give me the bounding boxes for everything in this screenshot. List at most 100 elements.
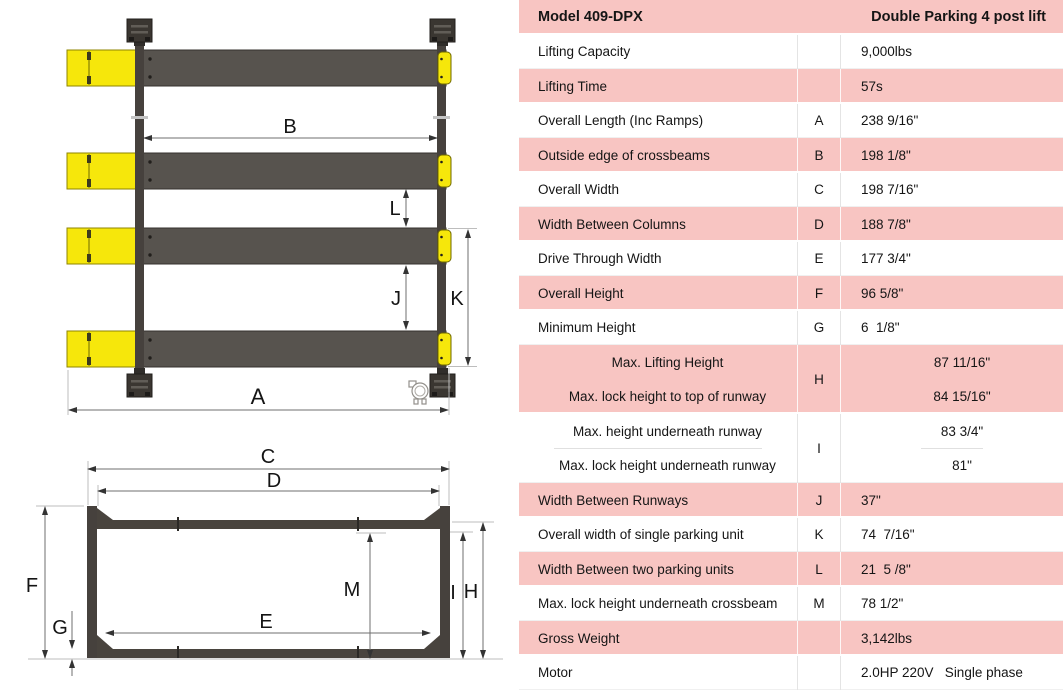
spec-letter: E [798,241,841,276]
spec-label: Minimum Height [519,310,798,345]
spec-letter: B [798,138,841,173]
spec-letter: M [798,586,841,621]
dimension-G: G [52,611,75,676]
column-joint-mark [433,116,450,119]
spec-letter [798,655,841,690]
spec-label: Overall Width [519,172,798,207]
spec-value: 78 1/2" [861,596,904,612]
spec-letter: H [798,345,841,414]
dim-label-a: A [251,384,266,409]
table-row: Drive Through Width E 177 3/4" [519,241,1063,276]
spec-value: 188 7/8" [861,216,911,232]
dim-label-i: I [450,582,456,604]
dimension-I: I [450,531,473,659]
spec-label: Max. height underneath runway [554,414,762,449]
spec-value: 9,000lbs [861,44,913,60]
table-row: Minimum Height G 6 1/8" [519,310,1063,345]
dim-label-d: D [267,470,281,492]
spec-value: 74 7/16" [861,527,915,543]
table-row-group-i: Max. height underneath runway Max. lock … [519,414,1063,483]
column-joint-mark [131,116,148,119]
table-row: Overall Width C 198 7/16" [519,172,1063,207]
spec-label: Max. lock height underneath crossbeam [519,586,798,621]
spec-letter [798,34,841,69]
spec-letter: D [798,207,841,242]
dim-label-e: E [259,611,272,633]
table-row: Overall Length (Inc Ramps) A 238 9/16" [519,103,1063,138]
dimension-E: E [105,611,431,636]
dim-label-c: C [261,446,275,468]
spec-value: 84 15/16" [933,389,991,405]
dimension-B: B [143,116,438,141]
power-unit-icon [408,380,429,405]
post-cap [126,18,153,46]
top-crossbeam [97,508,440,531]
post-cap [429,18,456,46]
dimension-C: C [87,446,450,505]
spec-label: Motor [519,655,798,690]
post-cap [126,368,153,398]
spec-value: 2.0HP 220V Single phase [861,665,1023,681]
spec-value: 3,142lbs [861,630,913,646]
spec-value: 87 11/16" [933,354,991,370]
column-left [87,506,97,658]
dimension-F: F [26,505,84,659]
dim-label-f: F [26,575,38,597]
product-type: Double Parking 4 post lift [871,9,1046,26]
spec-value-group: 87 11/16" 84 15/16" [841,345,1063,414]
dimension-M: M [344,532,386,659]
wheel-stop [437,154,452,188]
table-row: Gross Weight 3,142lbs [519,621,1063,656]
spec-label: Drive Through Width [519,241,798,276]
spec-value: 21 5 /8" [861,561,911,577]
spec-label: Width Between Columns [519,207,798,242]
spec-label: Width Between two parking units [519,552,798,587]
dim-label-k: K [450,288,464,310]
spec-letter: F [798,276,841,311]
spec-letter: K [798,517,841,552]
table-row: Max. lock height underneath crossbeam M … [519,586,1063,621]
dimension-K: K [448,228,477,367]
spec-label: Max. lock height to top of runway [568,389,767,405]
table-row: Motor 2.0HP 220V Single phase [519,655,1063,690]
front-view: C D F G M E I [26,446,503,676]
spec-value: 83 3/4" [921,414,983,449]
spec-value: 37" [861,492,881,508]
table-row: Lifting Time 57s [519,69,1063,104]
runway [135,330,447,368]
dim-label-m: M [344,579,361,601]
spec-label-group: Max. Lifting Height Max. lock height to … [519,345,798,414]
spec-label: Max. Lifting Height [611,354,724,370]
spec-label: Width Between Runways [519,483,798,518]
table-row: Lifting Capacity 9,000lbs [519,34,1063,69]
crossbeam-left [135,45,144,374]
column-right [440,506,450,658]
spec-value: 198 1/8" [861,147,911,163]
dimension-H: H [452,521,494,659]
spec-value: 81" [952,458,972,474]
spec-label: Overall Height [519,276,798,311]
spec-value: 238 9/16" [861,113,919,129]
spec-label: Lifting Time [519,69,798,104]
table-row: Width Between Columns D 188 7/8" [519,207,1063,242]
wheel-stop [437,332,452,366]
table-row: Overall Height F 96 5/8" [519,276,1063,311]
spec-label: Lifting Capacity [519,34,798,69]
dimension-L: L [389,189,409,227]
spec-table: Model 409-DPX Double Parking 4 post lift… [519,0,1063,690]
spec-letter: J [798,483,841,518]
dim-label-l: L [389,198,400,220]
table-row: Outside edge of crossbeams B 198 1/8" [519,138,1063,173]
spec-value: 6 1/8" [861,320,900,336]
spec-value-group: 83 3/4" 81" [841,414,1063,483]
dim-label-g: G [52,617,68,639]
drive-on-ramp [66,152,137,190]
runway [135,49,447,87]
spec-label-group: Max. height underneath runway Max. lock … [519,414,798,483]
post-cap [429,368,456,398]
drive-on-ramp [66,227,137,265]
spec-label: Max. lock height underneath runway [559,458,776,474]
drive-on-ramp [66,49,137,87]
spec-letter: C [798,172,841,207]
wheel-stop [437,229,452,263]
